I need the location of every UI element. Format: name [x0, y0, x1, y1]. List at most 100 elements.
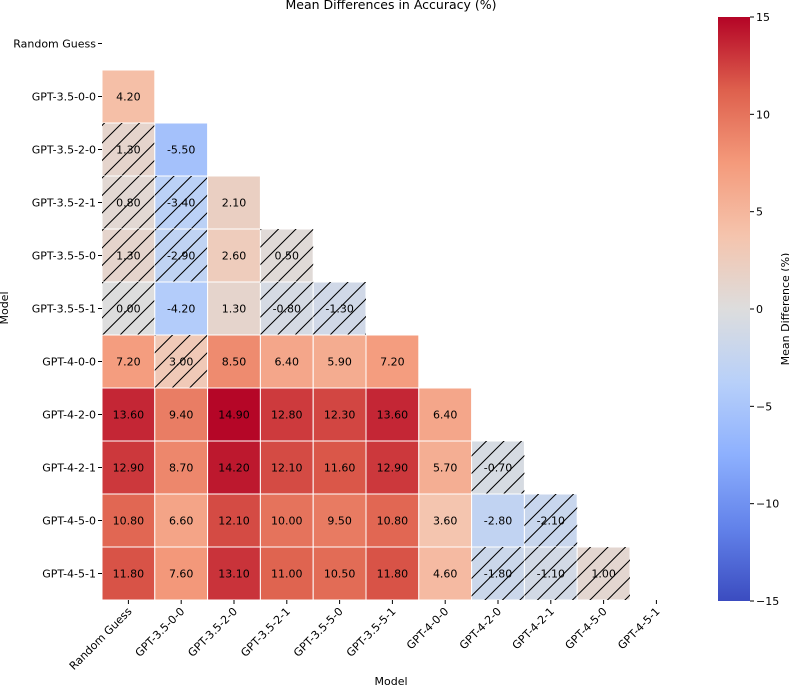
significance-hatch — [524, 494, 578, 547]
cell-value-label: 9.40 — [169, 409, 194, 422]
y-tick-label: Random Guess — [13, 38, 96, 51]
cell-value-label: -3.40 — [167, 197, 195, 210]
x-tick-label: GPT-4-2-0 — [457, 605, 504, 652]
cell-value-label: 7.60 — [169, 568, 194, 581]
significance-hatch — [154, 335, 208, 388]
cell-value-label: -5.50 — [167, 144, 195, 157]
cell-value-label: 1.30 — [116, 250, 141, 263]
cell-value-label: 6.40 — [433, 409, 458, 422]
cell-value-label: 6.40 — [275, 356, 300, 369]
cell-value-label: 11.00 — [271, 568, 303, 581]
cell-value-label: 4.60 — [433, 568, 458, 581]
y-tick-label: GPT-3.5-0-0 — [32, 91, 96, 104]
cell-value-label: -0.80 — [273, 303, 301, 316]
x-tick-label: GPT-4-5-1 — [615, 605, 662, 652]
heatmap-cell — [418, 546, 473, 601]
cell-value-label: 12.90 — [377, 462, 409, 475]
heatmap-cell — [101, 493, 156, 548]
chart-title: Mean Differences in Accuracy (%) — [286, 0, 497, 12]
cell-value-label: 11.60 — [324, 462, 356, 475]
heatmap-cell — [154, 387, 209, 442]
significance-hatch — [260, 282, 314, 335]
cell-value-label: 12.10 — [271, 462, 303, 475]
cell-value-label: 2.60 — [222, 250, 247, 263]
heatmap-cell — [154, 281, 209, 336]
cell-value-label: 13.10 — [218, 568, 250, 581]
colorbar-tick-label: −5 — [756, 400, 772, 413]
heatmap-cell — [312, 546, 367, 601]
significance-hatch — [102, 176, 155, 229]
x-axis-label: Model — [374, 675, 407, 686]
cell-value-label: 12.30 — [324, 409, 356, 422]
heatmap-cell — [154, 122, 209, 177]
colorbar-tick-label: 0 — [756, 303, 763, 316]
significance-hatch — [102, 282, 155, 335]
heatmap-cell — [312, 493, 367, 548]
heatmap-cell — [207, 546, 261, 601]
cell-value-label: 0.80 — [116, 197, 141, 210]
y-tick-label: GPT-4-5-1 — [42, 568, 96, 581]
y-tick-label: GPT-4-2-0 — [42, 409, 96, 422]
cell-value-label: 12.10 — [218, 515, 250, 528]
cell-value-label: 1.30 — [116, 144, 141, 157]
y-tick-label: GPT-3.5-2-1 — [32, 197, 96, 210]
cell-value-label: 4.20 — [116, 91, 141, 104]
x-tick-label: GPT-4-2-1 — [510, 605, 557, 652]
significance-hatch — [260, 229, 314, 282]
heatmap-cell — [259, 387, 314, 442]
cell-value-label: 7.20 — [116, 356, 141, 369]
cell-value-label: 0.00 — [116, 303, 141, 316]
colorbar — [718, 17, 750, 601]
heatmap-cell — [101, 387, 156, 442]
cell-value-label: 0.50 — [275, 250, 300, 263]
heatmap-cell — [312, 334, 367, 389]
heatmap-cell — [365, 334, 420, 389]
x-tick-label: GPT-3.5-0-0 — [133, 605, 188, 660]
x-axis-ticks: Random GuessGPT-3.5-0-0GPT-3.5-2-0GPT-3.… — [67, 600, 663, 673]
cell-value-label: 5.90 — [327, 356, 352, 369]
colorbar-tick-label: 10 — [756, 108, 770, 121]
cell-value-label: 8.70 — [169, 462, 194, 475]
heatmap-cell — [259, 334, 314, 389]
cell-value-label: 10.80 — [377, 515, 409, 528]
heatmap-cell — [207, 281, 261, 336]
cell-value-label: -1.30 — [325, 303, 353, 316]
significance-hatch — [102, 123, 155, 176]
x-tick-label: GPT-3.5-5-1 — [344, 605, 399, 660]
colorbar-ticks: −15 −10 −5 0 5 10 15 — [750, 11, 779, 608]
heatmap-cell — [207, 493, 261, 548]
cell-value-label: 8.50 — [222, 356, 247, 369]
cell-value-label: 12.80 — [271, 409, 303, 422]
cell-value-label: 3.00 — [169, 356, 194, 369]
x-tick-label: GPT-3.5-5-0 — [291, 605, 346, 660]
heatmap-cell — [154, 546, 209, 601]
cell-value-label: -1.10 — [537, 568, 565, 581]
significance-hatch — [313, 282, 366, 335]
cell-value-label: 3.60 — [433, 515, 458, 528]
y-tick-label: GPT-3.5-5-1 — [32, 303, 96, 316]
y-tick-label: GPT-3.5-2-0 — [32, 144, 96, 157]
cell-value-label: -1.80 — [484, 568, 512, 581]
cell-value-label: -4.20 — [167, 303, 195, 316]
colorbar-tick-label: −10 — [756, 498, 779, 511]
cell-value-label: 13.60 — [113, 409, 145, 422]
cell-value-label: 9.50 — [327, 515, 352, 528]
cell-value-label: -2.90 — [167, 250, 195, 263]
cell-value-label: 10.00 — [271, 515, 303, 528]
x-tick-label: GPT-4-0-0 — [404, 605, 451, 652]
cell-value-label: 1.00 — [591, 568, 616, 581]
significance-hatch — [471, 441, 525, 494]
heatmap-cell — [207, 440, 261, 495]
cell-value-label: 11.80 — [377, 568, 409, 581]
heatmap-cell — [418, 387, 473, 442]
cell-value-label: 11.80 — [113, 568, 145, 581]
cell-value-label: 1.30 — [222, 303, 247, 316]
cell-value-label: 10.80 — [113, 515, 145, 528]
heatmap-cell — [101, 69, 156, 124]
heatmap-cell — [207, 334, 261, 389]
y-tick-label: GPT-3.5-5-0 — [32, 250, 96, 263]
colorbar-tick-label: 15 — [756, 11, 770, 24]
heatmap-cell — [312, 387, 367, 442]
y-tick-label: GPT-4-5-0 — [42, 515, 96, 528]
